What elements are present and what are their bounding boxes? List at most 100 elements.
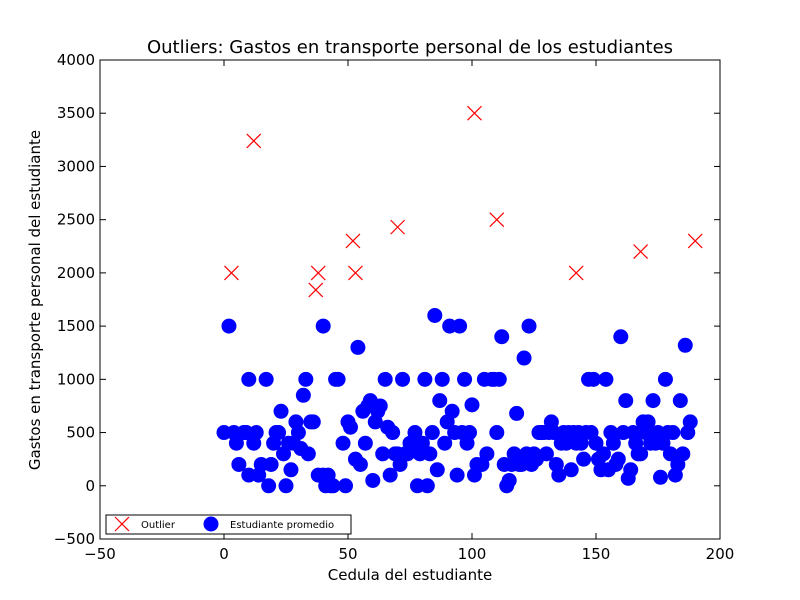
x-tick-label: 50 bbox=[338, 545, 357, 563]
student-point bbox=[516, 350, 532, 366]
y-tick-label: 3000 bbox=[57, 157, 95, 175]
outlier-point bbox=[687, 233, 703, 249]
student-point bbox=[677, 337, 693, 353]
x-tick-label: 150 bbox=[582, 545, 611, 563]
outlier-point bbox=[310, 265, 326, 281]
outlier-point bbox=[390, 219, 406, 235]
x-tick-label: 200 bbox=[706, 545, 735, 563]
student-point bbox=[675, 446, 691, 462]
student-point bbox=[623, 462, 639, 478]
student-point bbox=[489, 425, 505, 441]
x-tick-label: 100 bbox=[458, 545, 487, 563]
student-point bbox=[377, 371, 393, 387]
student-point bbox=[437, 435, 453, 451]
legend-box bbox=[105, 514, 352, 535]
student-point bbox=[221, 318, 237, 334]
student-point bbox=[613, 329, 629, 345]
student-point bbox=[432, 393, 448, 409]
student-point bbox=[605, 435, 621, 451]
student-point bbox=[563, 462, 579, 478]
y-tick-label: 4000 bbox=[57, 51, 95, 69]
student-point bbox=[588, 435, 604, 451]
student-point bbox=[298, 371, 314, 387]
student-point bbox=[261, 478, 277, 494]
y-tick-label: 500 bbox=[66, 424, 95, 442]
student-point bbox=[457, 371, 473, 387]
legend-student-marker bbox=[203, 516, 219, 532]
student-point bbox=[385, 425, 401, 441]
x-tick-label: −50 bbox=[84, 545, 116, 563]
student-point bbox=[228, 435, 244, 451]
student-point bbox=[295, 387, 311, 403]
student-point bbox=[382, 467, 398, 483]
student-point bbox=[449, 467, 465, 483]
student-point bbox=[501, 472, 517, 488]
student-point bbox=[365, 472, 381, 488]
y-tick-label: 1500 bbox=[57, 317, 95, 335]
student-point bbox=[414, 435, 430, 451]
student-point bbox=[350, 339, 366, 355]
outlier-point bbox=[308, 282, 324, 298]
legend-label: Estudiante promedio bbox=[230, 520, 334, 531]
student-point bbox=[538, 446, 554, 462]
student-point bbox=[330, 371, 346, 387]
student-point bbox=[342, 419, 358, 435]
student-point bbox=[610, 451, 626, 467]
student-point bbox=[300, 446, 316, 462]
legend: Outlier Estudiante promedio bbox=[105, 514, 352, 535]
student-point bbox=[352, 456, 368, 472]
student-point bbox=[682, 414, 698, 430]
student-point bbox=[618, 393, 634, 409]
y-tick-label: −500 bbox=[54, 530, 95, 548]
student-point bbox=[645, 393, 661, 409]
y-tick-label: 0 bbox=[85, 477, 95, 495]
outlier-point bbox=[633, 244, 649, 260]
student-point bbox=[338, 478, 354, 494]
student-point bbox=[419, 478, 435, 494]
student-point bbox=[395, 371, 411, 387]
student-point bbox=[248, 425, 264, 441]
student-point bbox=[241, 371, 257, 387]
x-axis-label: Cedula del estudiante bbox=[328, 566, 492, 584]
outlier-point bbox=[467, 105, 482, 121]
student-point bbox=[640, 414, 656, 430]
y-tick-label: 1000 bbox=[57, 370, 95, 388]
outlier-point bbox=[224, 265, 239, 281]
student-point bbox=[551, 467, 567, 483]
student-point bbox=[598, 371, 614, 387]
outlier-point bbox=[568, 265, 584, 281]
student-point bbox=[305, 414, 321, 430]
student-point bbox=[407, 425, 423, 441]
student-point bbox=[665, 425, 681, 441]
y-tick-label: 3500 bbox=[57, 104, 95, 122]
student-point bbox=[452, 318, 468, 334]
legend-outlier-marker bbox=[114, 516, 130, 532]
student-point bbox=[273, 403, 289, 419]
student-point bbox=[429, 462, 445, 478]
student-point bbox=[491, 371, 507, 387]
points-layer bbox=[216, 105, 703, 494]
student-point bbox=[444, 403, 460, 419]
x-tick-label: 0 bbox=[219, 545, 229, 563]
student-point bbox=[657, 371, 673, 387]
student-point bbox=[462, 425, 478, 441]
student-point bbox=[509, 405, 525, 421]
student-point bbox=[672, 393, 688, 409]
student-point bbox=[283, 462, 299, 478]
student-point bbox=[652, 469, 668, 485]
student-point bbox=[258, 371, 274, 387]
student-point bbox=[231, 456, 247, 472]
y-tick-label: 2000 bbox=[57, 264, 95, 282]
student-point bbox=[271, 425, 287, 441]
student-point bbox=[372, 398, 388, 414]
student-point bbox=[427, 307, 443, 323]
student-point bbox=[479, 446, 495, 462]
plot-frame bbox=[99, 59, 721, 540]
student-point bbox=[263, 456, 279, 472]
outlier-point bbox=[489, 212, 505, 228]
ticks-layer: −50 0 50 100 150 200−500050010001500200025003… bbox=[54, 51, 735, 563]
student-point bbox=[422, 446, 438, 462]
student-point bbox=[278, 478, 294, 494]
legend-label: Outlier bbox=[141, 520, 176, 531]
